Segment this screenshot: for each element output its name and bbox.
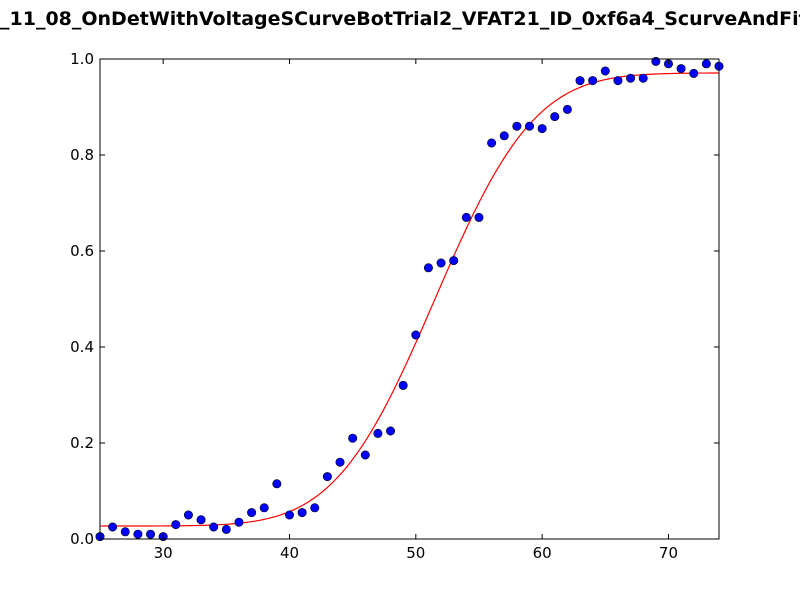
data-point [183, 510, 193, 520]
data-point [386, 426, 396, 436]
data-point [651, 56, 661, 66]
data-point [171, 520, 181, 530]
data-point [348, 433, 358, 443]
data-point [146, 529, 156, 539]
axis-ticks-layer: 30 40 50 60 70 0.0 0.2 0.4 0.6 0.8 1.0 [70, 50, 719, 562]
x-tick-label: 70 [659, 544, 678, 562]
data-point [411, 330, 421, 340]
data-point [689, 68, 699, 78]
data-point [512, 121, 522, 131]
data-point [398, 380, 408, 390]
data-point [310, 503, 320, 513]
data-point [638, 73, 648, 83]
data-point [550, 112, 560, 122]
data-point [676, 64, 686, 74]
data-point [120, 527, 130, 537]
y-tick-label: 0.4 [70, 338, 94, 356]
data-point [335, 457, 345, 467]
x-tick-label: 30 [154, 544, 173, 562]
data-point [423, 263, 433, 273]
axes-frame [99, 58, 720, 540]
data-point [613, 76, 623, 86]
data-point [562, 104, 572, 114]
data-point [322, 472, 332, 482]
data-point [133, 529, 143, 539]
data-point [461, 212, 471, 222]
data-point [588, 76, 598, 86]
y-tick-label: 0.2 [70, 434, 94, 452]
data-point [373, 428, 383, 438]
data-point [701, 59, 711, 69]
data-point [525, 121, 535, 131]
data-point [449, 256, 459, 266]
data-point [196, 515, 206, 525]
chart-title: _11_08_OnDetWithVoltageSCurveBotTrial2_V… [0, 8, 800, 30]
data-point [284, 510, 294, 520]
y-tick-label: 1.0 [70, 50, 94, 68]
data-point [626, 73, 636, 83]
data-point [600, 66, 610, 76]
data-point [297, 508, 307, 518]
fit-curve-line [100, 72, 720, 527]
x-tick-label: 60 [533, 544, 552, 562]
x-tick-label: 40 [280, 544, 299, 562]
data-point [575, 76, 585, 86]
data-point [436, 258, 446, 268]
y-tick-label: 0.6 [70, 242, 94, 260]
data-point [537, 124, 547, 134]
y-tick-label: 0.0 [70, 530, 94, 548]
x-tick-label: 50 [406, 544, 425, 562]
y-tick-label: 0.8 [70, 146, 94, 164]
fit-curve-layer [100, 72, 720, 527]
data-point [108, 522, 118, 532]
data-points-layer [95, 56, 724, 542]
data-point [272, 479, 282, 489]
data-point [474, 212, 484, 222]
data-point [259, 503, 269, 513]
data-point [499, 131, 509, 141]
data-point [487, 138, 497, 148]
data-point [221, 524, 231, 534]
data-point [234, 517, 244, 527]
data-point [247, 508, 257, 518]
data-point [360, 450, 370, 460]
data-point [209, 522, 219, 532]
